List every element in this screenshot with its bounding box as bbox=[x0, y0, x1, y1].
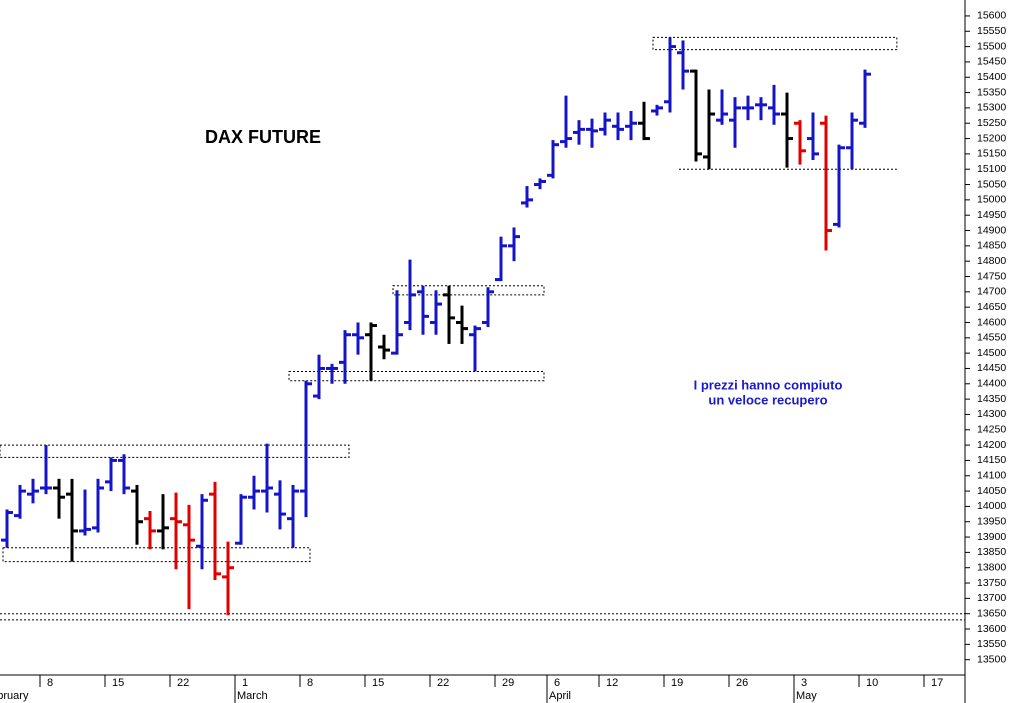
x-tick-label: 15 bbox=[112, 677, 124, 689]
x-tick-label: 22 bbox=[437, 677, 449, 689]
x-tick-label: 22 bbox=[177, 677, 189, 689]
y-tick-label: 13900 bbox=[977, 531, 1006, 543]
annotation: un veloce recupero bbox=[708, 392, 827, 407]
y-tick-label: 14600 bbox=[977, 316, 1006, 328]
y-tick-label: 14950 bbox=[977, 209, 1006, 221]
y-tick-label: 13500 bbox=[977, 653, 1006, 665]
y-tick-label: 14800 bbox=[977, 255, 1006, 267]
chart-title: DAX FUTURE bbox=[205, 127, 321, 147]
y-tick-label: 15450 bbox=[977, 56, 1006, 68]
x-tick-label: 15 bbox=[372, 677, 384, 689]
x-tick-label: 1 bbox=[242, 677, 248, 689]
y-tick-label: 14500 bbox=[977, 347, 1006, 359]
x-tick-label: 10 bbox=[866, 677, 878, 689]
y-tick-label: 14000 bbox=[977, 500, 1006, 512]
y-tick-label: 14850 bbox=[977, 240, 1006, 252]
y-tick-label: 14900 bbox=[977, 224, 1006, 236]
x-tick-label: 8 bbox=[47, 677, 53, 689]
y-tick-label: 15250 bbox=[977, 117, 1006, 129]
y-tick-label: 15400 bbox=[977, 71, 1006, 83]
y-tick-label: 14550 bbox=[977, 332, 1006, 344]
y-tick-label: 14150 bbox=[977, 454, 1006, 466]
y-tick-label: 13850 bbox=[977, 546, 1006, 558]
y-tick-label: 14750 bbox=[977, 270, 1006, 282]
x-tick-label: 19 bbox=[671, 677, 683, 689]
price-zone bbox=[2, 547, 311, 563]
y-tick-label: 14100 bbox=[977, 470, 1006, 482]
y-tick-label: 15150 bbox=[977, 148, 1006, 160]
month-label: February bbox=[0, 690, 29, 702]
month-label: March bbox=[237, 690, 268, 702]
y-tick-label: 15000 bbox=[977, 194, 1006, 206]
y-tick-label: 14400 bbox=[977, 378, 1006, 390]
y-tick-label: 13750 bbox=[977, 577, 1006, 589]
annotation: I prezzi hanno compiuto bbox=[694, 377, 843, 392]
y-tick-label: 14650 bbox=[977, 301, 1006, 313]
x-tick-label: 8 bbox=[307, 677, 313, 689]
month-label: April bbox=[549, 690, 571, 702]
y-tick-label: 15600 bbox=[977, 10, 1006, 22]
y-tick-label: 13600 bbox=[977, 623, 1006, 635]
y-tick-label: 13650 bbox=[977, 607, 1006, 619]
y-tick-label: 15300 bbox=[977, 102, 1006, 114]
x-tick-label: 26 bbox=[736, 677, 748, 689]
y-tick-label: 15050 bbox=[977, 178, 1006, 190]
y-tick-label: 13550 bbox=[977, 638, 1006, 650]
y-tick-label: 14050 bbox=[977, 485, 1006, 497]
x-tick-label: 29 bbox=[502, 677, 514, 689]
price-zone bbox=[652, 36, 898, 51]
x-tick-label: 17 bbox=[931, 677, 943, 689]
month-label: May bbox=[796, 690, 817, 702]
y-tick-label: 13800 bbox=[977, 561, 1006, 573]
y-tick-label: 15550 bbox=[977, 25, 1006, 37]
y-tick-label: 14250 bbox=[977, 424, 1006, 436]
y-tick-label: 15200 bbox=[977, 132, 1006, 144]
x-tick-label: 6 bbox=[554, 677, 560, 689]
y-tick-label: 13700 bbox=[977, 592, 1006, 604]
y-tick-label: 14450 bbox=[977, 362, 1006, 374]
y-tick-label: 14200 bbox=[977, 439, 1006, 451]
y-tick-label: 14350 bbox=[977, 393, 1006, 405]
x-tick-label: 12 bbox=[606, 677, 618, 689]
y-tick-label: 15500 bbox=[977, 40, 1006, 52]
y-tick-label: 15350 bbox=[977, 86, 1006, 98]
x-tick-label: 3 bbox=[801, 677, 807, 689]
y-tick-label: 15100 bbox=[977, 163, 1006, 175]
y-tick-label: 14300 bbox=[977, 408, 1006, 420]
y-tick-label: 14700 bbox=[977, 286, 1006, 298]
y-tick-label: 13950 bbox=[977, 516, 1006, 528]
